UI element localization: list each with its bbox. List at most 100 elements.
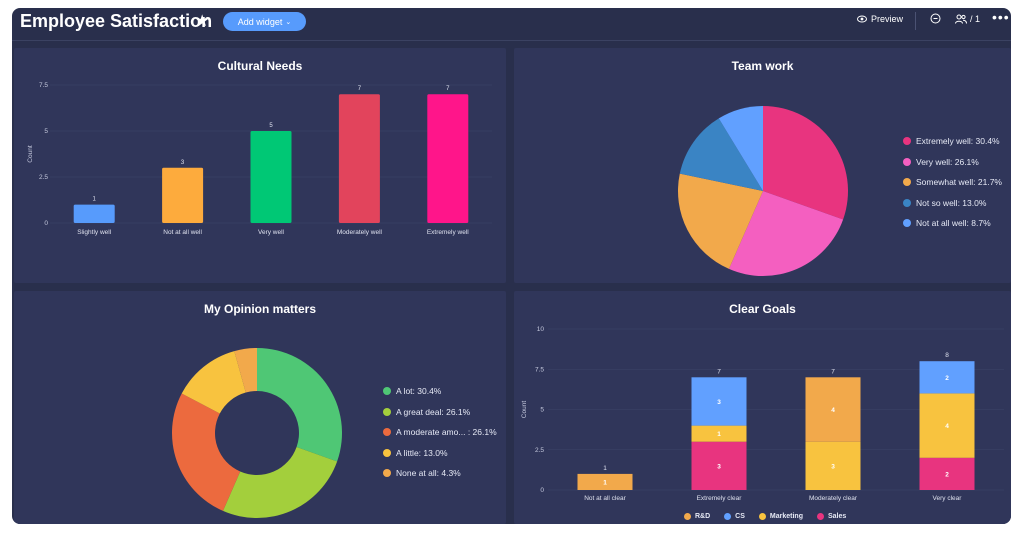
segment-label: 4	[831, 407, 835, 414]
x-tick-label: Extremely clear	[697, 495, 743, 502]
chevron-down-icon: ⌄	[285, 18, 292, 26]
segment-label: 2	[945, 375, 949, 382]
chat-icon[interactable]	[930, 13, 941, 27]
total-label: 7	[717, 368, 721, 375]
legend-label: Not so well: 13.0%	[916, 197, 987, 208]
bar-segment	[691, 425, 747, 442]
x-tick-label: Very clear	[933, 495, 963, 502]
y-tick-label: 5	[540, 407, 544, 414]
pie-slice	[678, 173, 763, 269]
star-icon[interactable]: ★	[195, 13, 210, 30]
legend-swatch	[684, 513, 691, 520]
team-work-legend: Extremely well: 30.4% Very well: 26.1% Som…	[903, 131, 1002, 234]
legend-item[interactable]: Somewhat well: 21.7%	[903, 172, 1002, 193]
segment-label: 3	[831, 463, 835, 470]
bar-segment	[577, 473, 633, 490]
divider	[915, 12, 916, 30]
y-axis-label: Count	[521, 401, 528, 419]
members-count: / 1	[970, 14, 981, 24]
y-tick-label: 0	[44, 220, 48, 227]
bar	[73, 204, 115, 223]
legend-item[interactable]: Not so well: 13.0%	[903, 193, 1002, 214]
bar-segment	[691, 441, 747, 490]
bar	[162, 167, 204, 223]
legend-swatch	[903, 219, 911, 228]
x-tick-label: Very well	[258, 229, 285, 236]
data-label: 5	[269, 123, 273, 129]
legend-swatch	[383, 387, 391, 396]
dashboard-frame: Employee Satisfaction ★ Add widget ⌄ Pre…	[12, 8, 1011, 524]
dashboard-title[interactable]: Employee Satisfaction	[20, 11, 213, 31]
cultural-needs-chart: 7.5 5 2.5 0 Count 1 Slightly well 3 Not at all w…	[27, 82, 492, 236]
pie-slice	[679, 118, 763, 191]
bar-segment	[691, 377, 747, 426]
legend-swatch	[903, 157, 911, 166]
legend-item[interactable]: Sales	[816, 513, 847, 520]
top-bar: Employee Satisfaction ★ Add widget ⌄ Pre…	[12, 8, 1011, 41]
legend-item[interactable]: A little: 13.0%	[383, 443, 497, 464]
bar	[427, 94, 469, 223]
legend-swatch	[383, 428, 391, 437]
legend-swatch	[383, 448, 391, 457]
segment-label: 1	[717, 431, 721, 438]
legend-label: A great deal: 26.1%	[396, 406, 471, 417]
y-tick-label: 7.5	[535, 366, 544, 373]
more-icon[interactable]: •••	[992, 9, 1010, 25]
legend-label: Marketing	[769, 513, 803, 520]
legend-item[interactable]: R&D	[684, 513, 710, 520]
legend-swatch	[383, 469, 391, 478]
widget-cultural-needs[interactable]: Cultural Needs 7.5 5 2.5 0 Count 1 Slightly we…	[14, 48, 506, 283]
y-tick-label: 10	[537, 326, 545, 333]
legend-item[interactable]: CS	[724, 513, 745, 520]
segment-label: 1	[603, 479, 607, 486]
add-widget-label: Add widget	[237, 16, 283, 27]
legend-label: CS	[735, 513, 745, 520]
pie-slice	[763, 106, 848, 220]
widget-title: Cultural Needs	[217, 59, 303, 73]
preview-label: Preview	[871, 14, 904, 24]
team-work-chart	[678, 106, 848, 276]
bar	[250, 131, 292, 223]
eye-icon	[857, 15, 867, 23]
y-axis-label: Count	[27, 145, 34, 163]
x-tick-label: Not at all clear	[584, 495, 626, 502]
legend-item[interactable]: A lot: 30.4%	[383, 381, 497, 402]
data-label: 1	[93, 197, 97, 203]
segment-label: 4	[945, 423, 949, 430]
widget-opinion[interactable]: My Opinion matters A lot: 30.4% A great d…	[14, 291, 506, 524]
legend-label: A moderate amo... : 26.1%	[396, 427, 497, 438]
legend-item[interactable]: A great deal: 26.1%	[383, 402, 497, 423]
legend-item[interactable]: None at all: 4.3%	[383, 463, 497, 484]
pie-slice	[234, 348, 257, 393]
legend-item[interactable]: Extremely well: 30.4%	[903, 131, 1002, 152]
legend-label: A little: 13.0%	[396, 447, 448, 458]
members-button[interactable]: / 1	[955, 14, 980, 24]
segment-label: 2	[945, 471, 949, 478]
legend-swatch	[903, 198, 911, 207]
pie-slice	[222, 447, 338, 518]
x-tick-label: Slightly well	[77, 229, 112, 236]
widget-team-work[interactable]: Team work Extremely well: 30.4% Very well…	[514, 48, 1011, 283]
legend-swatch	[903, 137, 911, 146]
widget-title: My Opinion matters	[203, 302, 316, 316]
legend-swatch	[383, 407, 391, 416]
legend-item[interactable]: Marketing	[758, 513, 803, 520]
legend-swatch	[724, 513, 732, 520]
legend-label: None at all: 4.3%	[396, 468, 461, 479]
data-label: 3	[181, 160, 185, 166]
pie-slice	[718, 106, 763, 191]
widget-title: Team work	[731, 59, 794, 73]
legend-item[interactable]: Very well: 26.1%	[903, 152, 1002, 173]
legend-item[interactable]: A moderate amo... : 26.1%	[383, 422, 497, 443]
add-widget-button[interactable]: Add widget ⌄	[223, 12, 306, 31]
total-label: 7	[831, 368, 835, 375]
legend-item[interactable]: Not at all well: 8.7%	[903, 213, 1002, 234]
legend-label: Not at all well: 8.7%	[916, 218, 991, 229]
opinion-legend: A lot: 30.4% A great deal: 26.1% A moderat…	[383, 381, 497, 484]
clear-goals-legend: R&D CS Marketing Sales	[684, 513, 846, 520]
legend-label: Sales	[827, 513, 847, 520]
legend-label: R&D	[695, 513, 711, 520]
pie-slice	[171, 393, 241, 511]
preview-button[interactable]: Preview	[857, 14, 903, 24]
widget-clear-goals[interactable]: Clear Goals 10 7.5 5 2.5 0 Count 1 1 Not at all …	[514, 291, 1011, 524]
